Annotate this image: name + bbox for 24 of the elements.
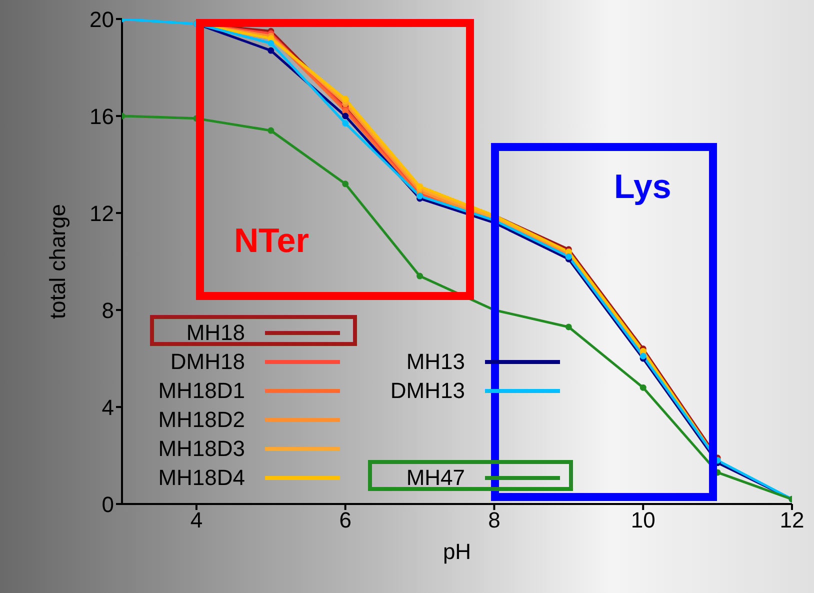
- y-axis-title: total charge: [44, 204, 70, 319]
- y-tick-label: 16: [90, 104, 114, 129]
- y-tick-label: 4: [102, 394, 114, 420]
- annotation: NTer: [234, 222, 309, 261]
- legend-label: MH47: [405, 464, 465, 490]
- legend-label: MH13: [405, 348, 465, 374]
- legend-label: MH18D4: [157, 464, 245, 490]
- legend-label: MH18D2: [157, 406, 245, 432]
- annotation: Lys: [614, 168, 672, 207]
- x-tick-label: 4: [190, 508, 203, 533]
- y-tick-label: 8: [102, 298, 114, 323]
- y-tick-label: 20: [90, 6, 114, 32]
- x-tick-label: 8: [488, 508, 500, 533]
- legend-label: MH18D3: [157, 436, 245, 462]
- legend-label: MH18: [185, 320, 245, 346]
- x-tick-label: 12: [780, 508, 804, 533]
- x-tick-label: 10: [630, 508, 656, 533]
- legend-label: MH18D1: [157, 378, 245, 404]
- legend-label: DMH18: [169, 348, 245, 374]
- x-axis-title: pH: [442, 539, 472, 564]
- y-tick-label: 0: [102, 492, 114, 517]
- x-tick-label: 6: [339, 508, 352, 533]
- legend-label: DMH13: [389, 378, 465, 404]
- y-tick-label: 12: [90, 200, 114, 226]
